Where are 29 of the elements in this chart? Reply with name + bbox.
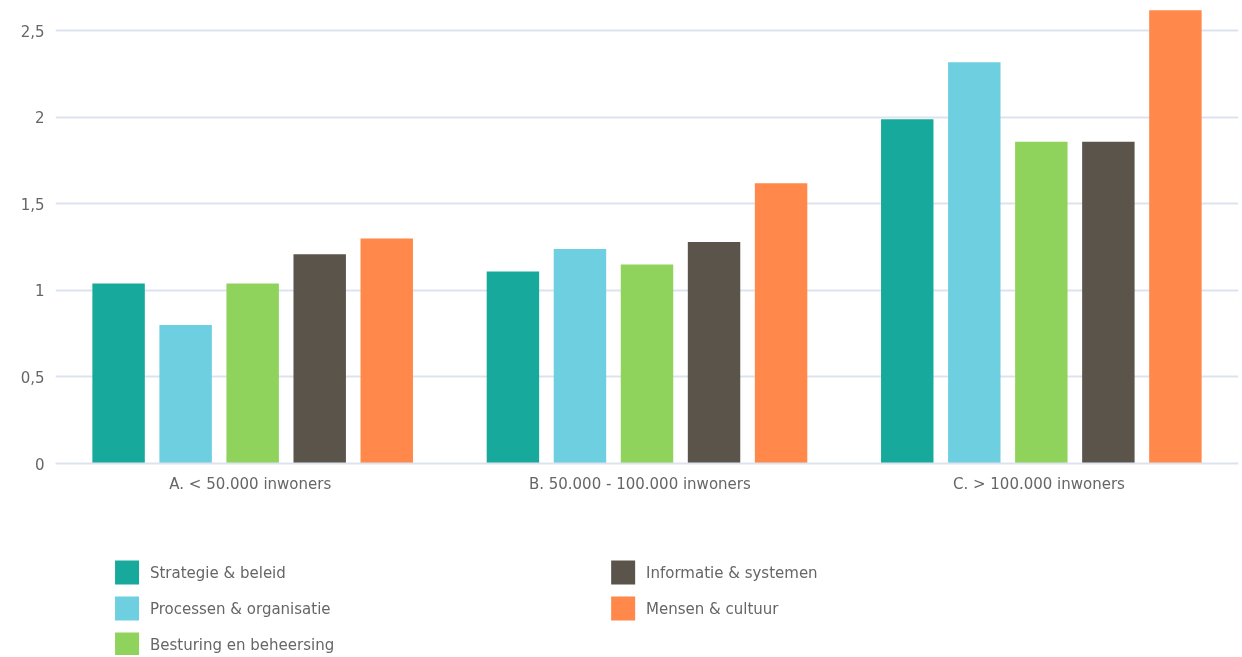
y-tick-label: 0 (34, 455, 45, 474)
bar (687, 242, 741, 464)
bar (1149, 10, 1202, 464)
bar (486, 271, 540, 464)
legend-label: Processen & organisatie (149, 599, 331, 618)
legend-label: Besturing en beheersing (149, 635, 335, 654)
bar (620, 264, 674, 464)
y-tick-label: 1 (34, 282, 45, 301)
legend-label: Mensen & cultuur (646, 599, 780, 618)
bar (360, 238, 413, 464)
y-tick-label: 1,5 (20, 195, 45, 214)
y-tick-label: 2 (34, 109, 45, 128)
bar (754, 183, 808, 464)
bar (553, 248, 607, 464)
y-tick-label: 2,5 (20, 22, 45, 41)
bar (881, 119, 934, 464)
legend-label: Strategie & beleid (149, 563, 286, 582)
bar (1015, 141, 1068, 464)
bar (159, 325, 212, 464)
legend-label: Informatie & systemen (646, 563, 818, 582)
x-tick-label: B. 50.000 - 100.000 inwoners (528, 474, 751, 493)
y-tick-label: 0,5 (20, 369, 45, 387)
bar (1082, 141, 1135, 464)
x-tick-label: A. < 50.000 inwoners (169, 474, 332, 493)
x-tick-label: C. > 100.000 inwoners (952, 474, 1126, 493)
bar (226, 283, 279, 464)
bar (293, 254, 346, 464)
bar (948, 62, 1001, 464)
bar (92, 283, 145, 464)
